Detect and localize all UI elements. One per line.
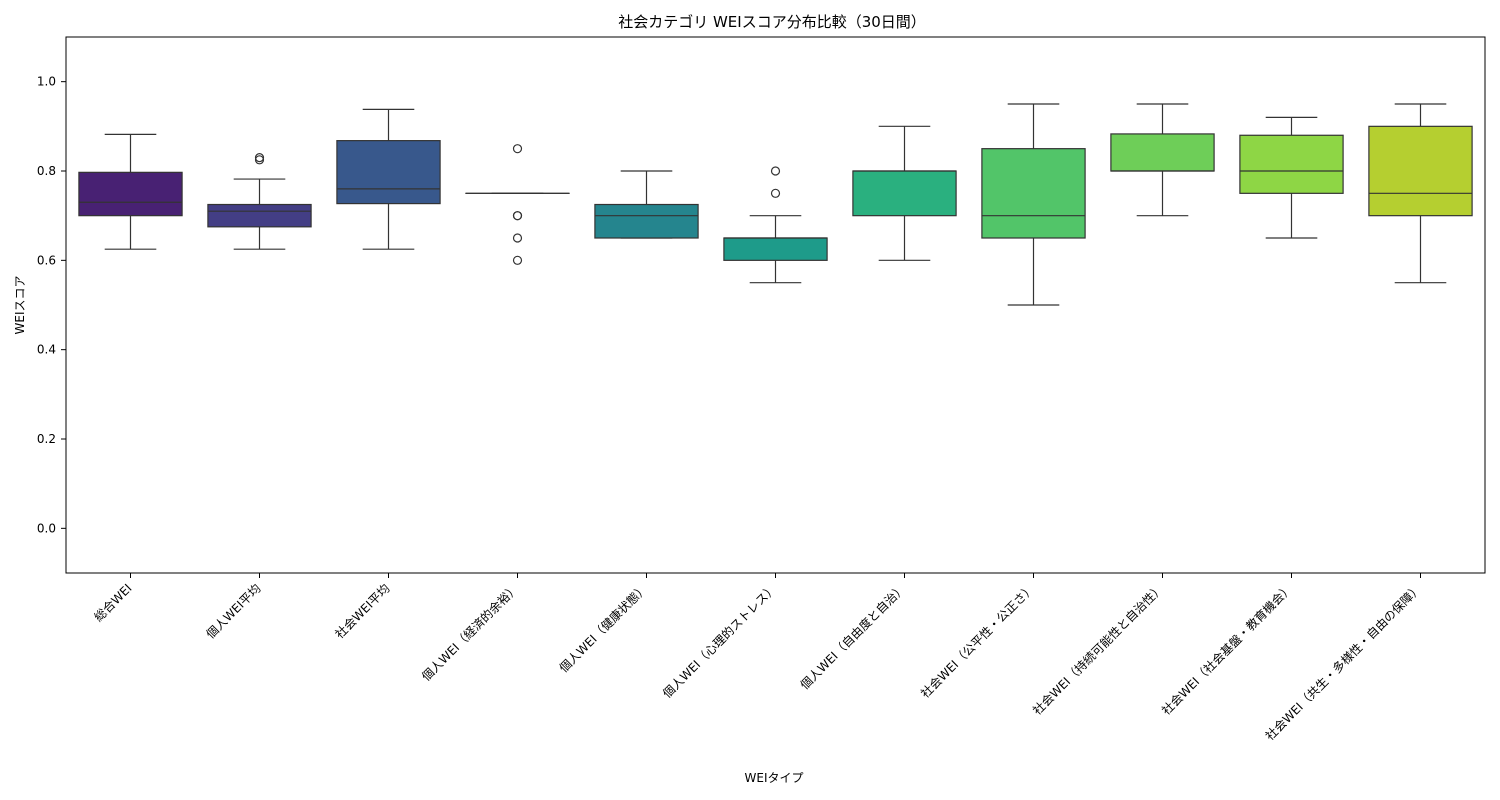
y-tick-label: 1.0 bbox=[37, 75, 56, 89]
box-group bbox=[594, 170, 699, 239]
outlier-point bbox=[770, 166, 781, 176]
box-group bbox=[852, 125, 957, 261]
y-tick-label: 0.2 bbox=[37, 432, 56, 446]
x-axis-label: WEIタイプ bbox=[745, 771, 804, 785]
y-axis-label: WEIスコア bbox=[13, 276, 27, 335]
box bbox=[1368, 125, 1473, 217]
box-group bbox=[336, 108, 441, 250]
box bbox=[78, 171, 183, 217]
y-tick-label: 0.4 bbox=[37, 343, 56, 357]
box bbox=[981, 148, 1086, 239]
outlier-point bbox=[254, 153, 265, 163]
box bbox=[594, 203, 699, 239]
x-tick-label: 個人WEI（自由度と自治） bbox=[797, 581, 909, 693]
box bbox=[1110, 133, 1215, 172]
y-tick-label: 0.6 bbox=[37, 253, 56, 267]
y-tick-label: 0.0 bbox=[37, 521, 56, 535]
chart-title: 社会カテゴリ WEIスコア分布比較（30日間） bbox=[618, 13, 926, 31]
x-tick-label: 社会WEI（共生・多様性・自由の保障） bbox=[1262, 581, 1425, 744]
x-tick-label: 総合WEI bbox=[91, 581, 135, 625]
x-tick-label: 社会WEI（公平性・公正さ） bbox=[917, 581, 1037, 701]
box-group bbox=[723, 166, 828, 284]
box-group bbox=[1239, 116, 1344, 239]
box-group bbox=[981, 103, 1086, 306]
box bbox=[852, 170, 957, 217]
box bbox=[336, 140, 441, 205]
box-group bbox=[1110, 103, 1215, 217]
box-group bbox=[1368, 103, 1473, 284]
outlier-point bbox=[512, 144, 523, 154]
x-tick-label: 個人WEI（経済的余裕） bbox=[418, 581, 521, 684]
x-tick-label: 個人WEI平均 bbox=[204, 581, 264, 641]
outlier-point bbox=[512, 211, 523, 221]
x-tick-label: 個人WEI（心理的ストレス） bbox=[659, 581, 779, 701]
box bbox=[1239, 134, 1344, 194]
x-tick-label: 社会WEI平均 bbox=[332, 581, 393, 642]
box bbox=[723, 237, 828, 261]
outlier-point bbox=[770, 188, 781, 198]
x-tick-label: 社会WEI（社会基盤・教育機会） bbox=[1158, 581, 1295, 718]
outlier-point bbox=[512, 233, 523, 243]
outlier-point bbox=[512, 255, 523, 265]
box bbox=[207, 203, 312, 228]
x-tick-label: 社会WEI（持続可能性と自治性） bbox=[1029, 581, 1166, 718]
box-group bbox=[465, 144, 570, 265]
x-tick-label: 個人WEI（健康状態） bbox=[556, 581, 651, 676]
y-tick-label: 0.8 bbox=[37, 164, 56, 178]
box-group bbox=[207, 153, 312, 250]
box-group bbox=[78, 133, 183, 250]
